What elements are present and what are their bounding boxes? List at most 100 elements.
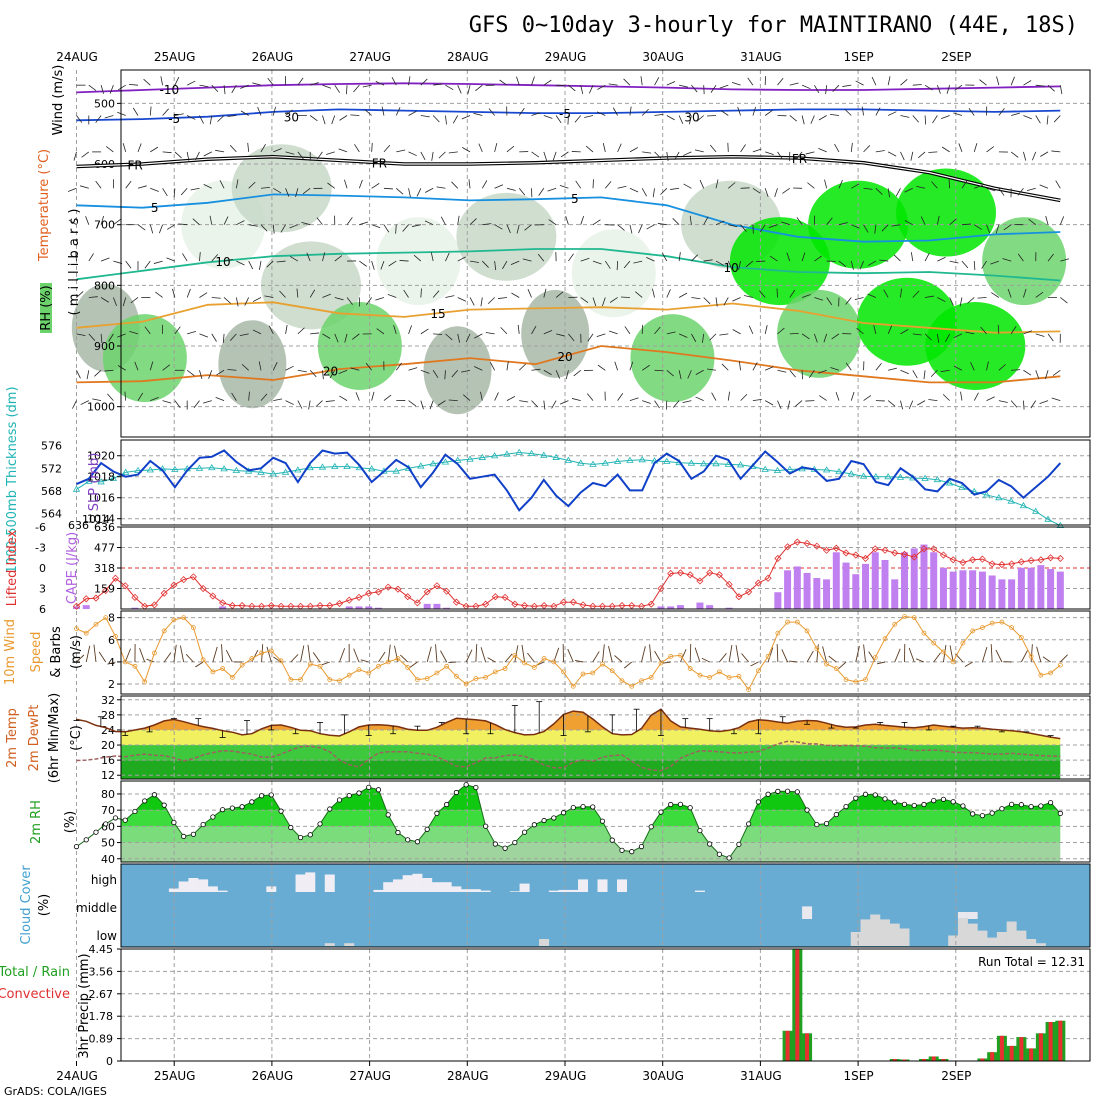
wind-barb [786,252,791,262]
wind-barb [187,80,196,86]
contour-line [76,248,1061,282]
wind-barb [874,224,877,234]
cape-bar [423,603,431,609]
y-axis-label-wind: Wind (m/s) [51,65,66,136]
wind-barb [285,151,295,155]
wind-barb [149,361,154,371]
wind-barb [559,184,569,189]
contour-label: 5 [151,201,159,215]
wind-barb [399,260,409,262]
thickness-marker [1019,501,1028,509]
wind-speed-marker [190,625,196,630]
lifted-index-marker [209,592,217,600]
precip-convective-bar [990,1052,995,1061]
wind-barb [1035,291,1044,298]
lifted-index-marker [394,585,402,593]
wind-barb [538,188,545,196]
wind-barb [652,288,655,298]
wind-barb [432,115,440,123]
wind-barb [457,333,461,343]
wind-barb [555,370,561,379]
wind-barb [273,187,282,194]
wind-barb [691,84,698,93]
lifted-index-marker [569,598,577,606]
wind-speed-marker [989,620,995,626]
lifted-index-marker [1017,558,1025,566]
wind-barb [117,84,126,91]
wind-barb [1046,115,1049,125]
wind-barb [728,224,738,228]
wind-barb [68,219,77,226]
y-axis-label-temp-3: (6hr Min/Max) [47,693,62,783]
cloud-bar-low [850,932,861,946]
wind-barb [715,220,725,226]
wind-barb [516,224,520,234]
rh-marker [463,782,469,788]
wind-barb [429,400,434,410]
wind-barb [76,333,86,336]
wind-barb [162,364,171,371]
wind-barb [990,260,999,265]
wind-tick-label: 2 [108,678,115,691]
wind-barb [709,144,717,153]
wind-barb [912,290,920,298]
thickness-marker [490,452,499,459]
wind-barb [1035,84,1045,87]
wind-speed-marker [765,653,771,659]
temp-band [121,709,1061,730]
thickness-tick-label: 564 [41,508,62,521]
thickness-marker [417,462,425,469]
wind-barb [371,142,373,152]
wind-barb [609,297,618,303]
wind-barb [211,333,217,342]
wind-speed-marker [405,665,411,670]
wind-barb [408,188,411,198]
wind-barb [654,400,660,409]
wind-barb [979,79,987,86]
wind-barb [908,400,914,410]
wind-barb [1030,400,1037,409]
cloud-bar-low [860,919,871,946]
contour-label: FR [792,152,807,166]
wind-barb [408,76,411,86]
wind-barb [789,289,796,298]
rh-bands [121,784,1061,862]
wind-barb [408,367,418,371]
wind-barb [527,289,532,298]
wind-barb [162,400,172,404]
wind-barb [844,108,852,116]
cape-bar [823,579,831,609]
wind-barb [777,400,782,409]
cloud-bar-high [558,889,569,892]
contour-label: 20 [323,364,338,378]
wind-barb [260,186,270,189]
wind-barb [995,224,1000,234]
wind-barb [883,289,889,298]
wind-barb [777,369,787,373]
cape-bar [813,578,821,609]
cape-bar [949,571,957,609]
wind-speed-marker [298,677,303,683]
wind-barb [769,255,778,262]
wind-barb [923,370,926,380]
cloud-bar-high [188,878,199,892]
wind-barb [272,224,275,234]
wind-barb [296,288,299,298]
wind-barb [300,645,305,663]
rh-marker [1028,803,1034,810]
rh-marker [716,851,723,857]
rh-marker [599,818,606,824]
wind-barb [376,328,385,335]
wind-barb [826,217,833,225]
wind-speed-marker [522,660,527,666]
thickness-marker [454,456,462,463]
wind-speed-marker [385,659,391,665]
wind-barb [744,295,753,298]
rh-shade [982,217,1067,306]
wind-barb [850,260,854,270]
lifted-index-marker [189,573,197,581]
y-axis-label-temp-2: 2m DewPt [27,705,42,772]
wind-barb [764,188,769,197]
wind-barb [782,187,791,194]
